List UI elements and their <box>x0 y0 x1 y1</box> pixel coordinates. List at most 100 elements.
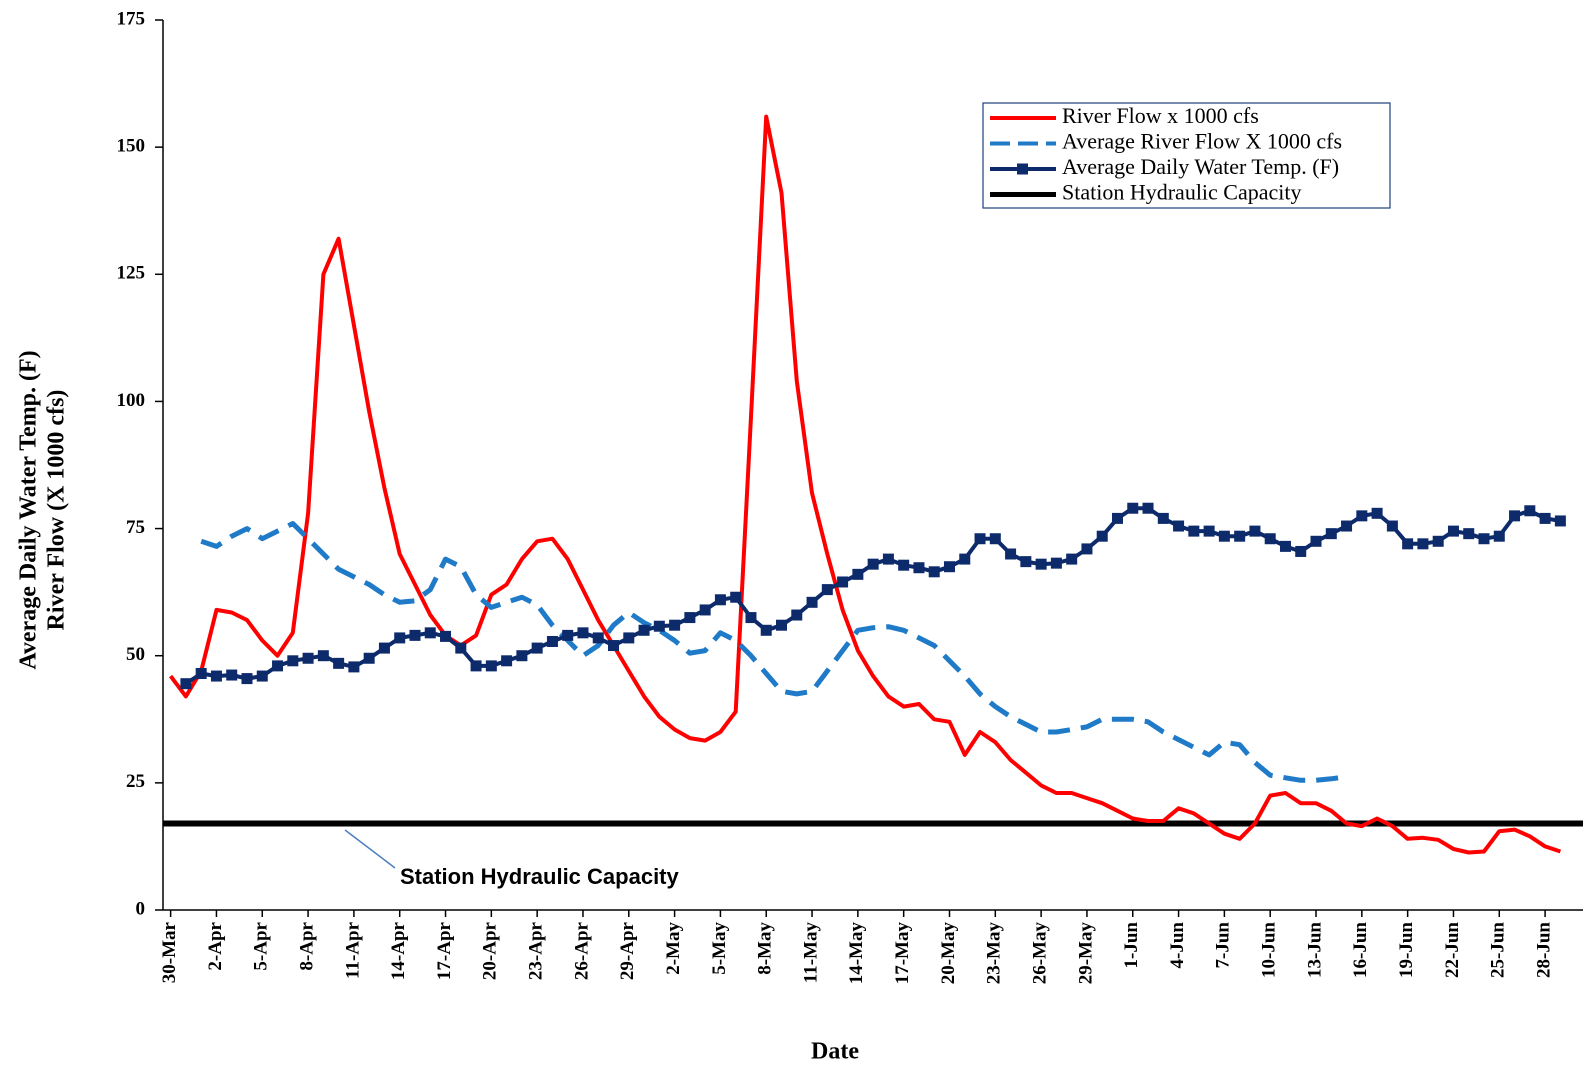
legend-marker <box>1017 163 1028 175</box>
data-marker <box>608 640 620 652</box>
data-marker <box>653 620 665 632</box>
y-tick-label: 0 <box>136 898 146 919</box>
x-tick-label: 14-Apr <box>388 921 409 980</box>
data-marker <box>409 629 421 641</box>
data-marker <box>272 660 284 672</box>
data-marker <box>852 568 864 580</box>
data-marker <box>974 533 986 545</box>
data-marker <box>592 632 604 644</box>
data-marker <box>531 642 543 654</box>
series-line <box>200 521 1347 783</box>
x-tick-label: 7-Jun <box>1213 922 1234 969</box>
data-marker <box>1234 530 1246 542</box>
data-marker <box>943 561 955 573</box>
x-tick-label: 29-May <box>1075 922 1096 985</box>
data-marker <box>867 558 879 570</box>
x-tick-label: 13-Jun <box>1304 922 1325 978</box>
data-marker <box>882 553 894 565</box>
x-tick-label: 22-Jun <box>1442 922 1463 978</box>
data-marker <box>1478 533 1490 545</box>
legend-box <box>982 102 1391 209</box>
plot-area <box>163 114 1583 855</box>
x-tick-label: 19-Jun <box>1396 922 1417 978</box>
data-marker <box>1509 510 1521 522</box>
series-line <box>184 506 1561 686</box>
data-marker <box>776 619 788 631</box>
data-marker <box>1096 530 1108 542</box>
data-marker <box>378 642 390 654</box>
x-tick-label: 29-Apr <box>617 921 638 980</box>
x-tick-label: 28-Jun <box>1533 922 1554 978</box>
legend-label: Average Daily Water Temp. (F) <box>1062 154 1339 179</box>
data-marker <box>760 624 772 636</box>
data-marker <box>241 673 253 685</box>
data-marker <box>989 533 1001 545</box>
x-tick-label: 2-Apr <box>205 921 226 970</box>
data-marker <box>226 669 238 681</box>
data-marker <box>1111 512 1123 524</box>
data-marker <box>1310 535 1322 547</box>
data-marker <box>440 630 452 642</box>
data-marker <box>1524 505 1536 517</box>
data-marker <box>1279 540 1291 552</box>
data-marker <box>210 670 222 682</box>
data-marker <box>394 632 406 644</box>
data-marker <box>1005 548 1017 560</box>
annotation: Station Hydraulic Capacity <box>400 864 680 889</box>
x-tick-label: 5-Apr <box>251 921 272 970</box>
data-marker <box>363 652 375 664</box>
data-marker <box>684 612 696 624</box>
x-tick-label: 16-Jun <box>1350 922 1371 978</box>
data-marker <box>195 668 207 680</box>
data-marker <box>1432 535 1444 547</box>
legend-label: Average River Flow X 1000 cfs <box>1062 129 1342 154</box>
data-marker <box>180 678 192 690</box>
data-marker <box>1325 528 1337 540</box>
data-marker <box>1050 557 1062 569</box>
x-tick-label: 8-Apr <box>296 921 317 970</box>
data-marker <box>1066 553 1078 565</box>
y-tick-label: 100 <box>117 390 146 411</box>
data-marker <box>623 632 635 644</box>
x-tick-label: 17-May <box>892 922 913 985</box>
data-marker <box>577 627 589 639</box>
data-marker <box>1081 543 1093 555</box>
data-marker <box>898 559 910 571</box>
data-marker <box>287 655 299 667</box>
data-marker <box>1371 507 1383 519</box>
legend-label: Station Hydraulic Capacity <box>1062 180 1302 205</box>
data-marker <box>959 553 971 565</box>
annotation-leader <box>344 829 396 869</box>
y-tick-label: 50 <box>126 644 145 665</box>
data-marker <box>302 652 314 664</box>
x-tick-label: 11-Apr <box>342 921 363 979</box>
data-marker <box>1539 512 1551 524</box>
data-marker <box>1020 556 1032 568</box>
data-marker <box>1402 538 1414 550</box>
y-axis-label: River Flow (X 1000 cfs) <box>44 390 70 631</box>
data-marker <box>516 650 528 662</box>
data-marker <box>455 642 467 654</box>
data-marker <box>317 650 329 662</box>
data-marker <box>1356 510 1368 522</box>
y-axis-label: Average Daily Water Temp. (F) <box>16 350 42 669</box>
data-marker <box>669 619 681 631</box>
data-marker <box>256 670 268 682</box>
data-marker <box>1142 502 1154 514</box>
data-marker <box>1218 530 1230 542</box>
data-marker <box>1417 538 1429 550</box>
data-marker <box>821 584 833 596</box>
data-marker <box>1341 520 1353 532</box>
data-marker <box>699 604 711 616</box>
data-marker <box>837 576 849 588</box>
data-marker <box>913 562 925 574</box>
x-axis-label: Date <box>811 1039 859 1065</box>
x-tick-label: 14-May <box>846 922 867 985</box>
data-marker <box>1127 502 1139 514</box>
series-line <box>169 114 1562 855</box>
data-marker <box>546 635 558 647</box>
y-tick-label: 175 <box>117 8 146 29</box>
data-marker <box>1157 512 1169 524</box>
x-tick-label: 10-Jun <box>1259 922 1280 978</box>
